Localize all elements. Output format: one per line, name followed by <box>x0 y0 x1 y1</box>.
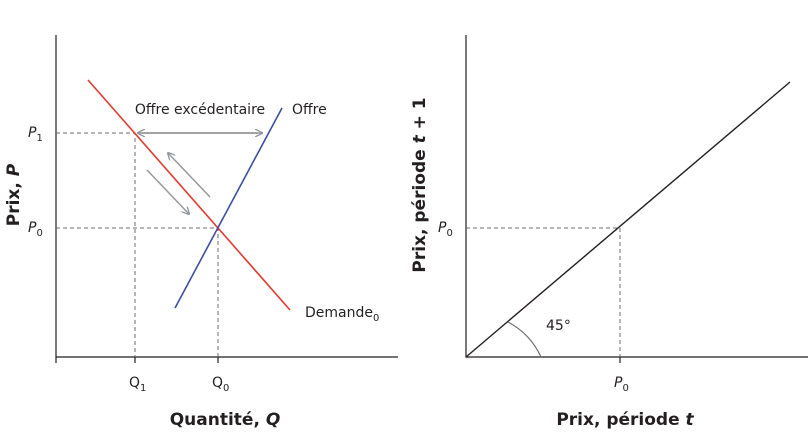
p0-x-label: P0 <box>614 375 629 394</box>
y-axis-title: Prix, période t + 1 <box>410 97 430 272</box>
text: P <box>438 220 447 236</box>
text: Prix, période <box>410 143 430 272</box>
supply-curve <box>174 107 283 309</box>
p0-y-label: P0 <box>438 220 453 239</box>
subscript: 0 <box>446 228 452 239</box>
q0-label: Q0 <box>212 375 229 394</box>
right-panel: 45° P0 P0 Prix, période t + 1 Prix, péri… <box>410 35 808 430</box>
left-panel: Offre excédentaire Offre Demande0 P1 P0 … <box>4 35 398 430</box>
angle-arc <box>507 321 542 358</box>
q1-label: Q1 <box>129 375 146 394</box>
demand-label: Demande0 <box>305 305 379 324</box>
subscript: 0 <box>622 383 628 394</box>
p0-label: P0 <box>28 220 43 239</box>
y-axis-title: Prix, P <box>4 163 24 226</box>
italic: Q <box>266 410 280 430</box>
ticks <box>55 357 219 363</box>
text: Quantité, <box>170 410 266 430</box>
adjust-arrow <box>146 169 189 214</box>
italic: P <box>4 163 24 176</box>
italic: t <box>686 410 695 430</box>
subscript: 0 <box>36 228 42 239</box>
text: Demande <box>305 305 373 321</box>
x-axis-title: Quantité, Q <box>170 410 281 430</box>
text: Prix, <box>4 176 24 226</box>
excess-label: Offre excédentaire <box>135 102 265 118</box>
demand-curve <box>87 79 291 311</box>
angle-label: 45° <box>546 318 571 334</box>
text: Q <box>212 375 223 391</box>
text: + 1 <box>410 97 430 135</box>
subscript: 1 <box>36 133 42 144</box>
45-degree-line <box>465 81 791 358</box>
text: P <box>28 125 37 141</box>
text: Q <box>129 375 140 391</box>
text: P <box>28 220 37 236</box>
adjust-arrow <box>168 153 211 198</box>
italic: t <box>410 134 430 143</box>
text: Prix, période <box>556 410 685 430</box>
guide-lines <box>466 227 621 357</box>
p1-label: P1 <box>28 125 43 144</box>
text: P <box>614 375 623 391</box>
axes <box>465 35 808 358</box>
subscript: 0 <box>223 383 229 394</box>
subscript: 1 <box>140 383 146 394</box>
supply-label: Offre <box>292 102 327 118</box>
x-axis-title: Prix, période t <box>556 410 694 430</box>
subscript: 0 <box>373 313 379 324</box>
guide-lines <box>56 132 219 357</box>
